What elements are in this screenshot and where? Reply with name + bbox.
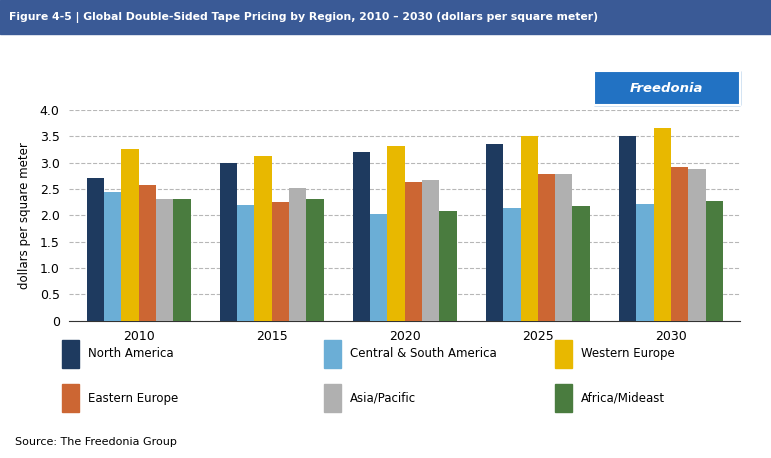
- Bar: [306, 200, 324, 321]
- Text: Western Europe: Western Europe: [581, 348, 675, 360]
- Text: Asia/Pacific: Asia/Pacific: [350, 392, 416, 405]
- Bar: [555, 384, 572, 412]
- Bar: [486, 144, 503, 321]
- Bar: [104, 191, 121, 321]
- Text: Freedonia: Freedonia: [630, 82, 704, 95]
- Bar: [520, 136, 538, 321]
- Y-axis label: dollars per square meter: dollars per square meter: [19, 142, 32, 289]
- Bar: [324, 340, 341, 368]
- Bar: [671, 167, 689, 321]
- Bar: [555, 340, 572, 368]
- Bar: [86, 178, 104, 321]
- Bar: [254, 156, 271, 321]
- Bar: [370, 214, 388, 321]
- Bar: [220, 163, 237, 321]
- Text: North America: North America: [88, 348, 173, 360]
- Bar: [689, 169, 705, 321]
- Bar: [237, 205, 254, 321]
- Bar: [353, 152, 370, 321]
- Bar: [405, 182, 422, 321]
- Bar: [139, 185, 156, 321]
- Text: Eastern Europe: Eastern Europe: [88, 392, 178, 405]
- Text: Africa/Mideast: Africa/Mideast: [581, 392, 665, 405]
- Bar: [62, 340, 79, 368]
- Bar: [422, 180, 439, 321]
- Bar: [619, 136, 636, 321]
- Bar: [324, 384, 341, 412]
- Bar: [173, 200, 190, 321]
- Bar: [121, 149, 139, 321]
- Bar: [636, 204, 654, 321]
- Text: Central & South America: Central & South America: [350, 348, 497, 360]
- Bar: [654, 128, 671, 321]
- Bar: [538, 174, 555, 321]
- Bar: [289, 188, 306, 321]
- Bar: [503, 208, 520, 321]
- Bar: [573, 206, 590, 321]
- Bar: [705, 201, 723, 321]
- Bar: [388, 146, 405, 321]
- Bar: [156, 200, 173, 321]
- Bar: [439, 211, 456, 321]
- Bar: [555, 174, 573, 321]
- Text: Source: The Freedonia Group: Source: The Freedonia Group: [15, 437, 177, 447]
- Text: Figure 4-5 | Global Double-Sided Tape Pricing by Region, 2010 – 2030 (dollars pe: Figure 4-5 | Global Double-Sided Tape Pr…: [9, 11, 598, 23]
- Bar: [62, 384, 79, 412]
- Bar: [271, 202, 289, 321]
